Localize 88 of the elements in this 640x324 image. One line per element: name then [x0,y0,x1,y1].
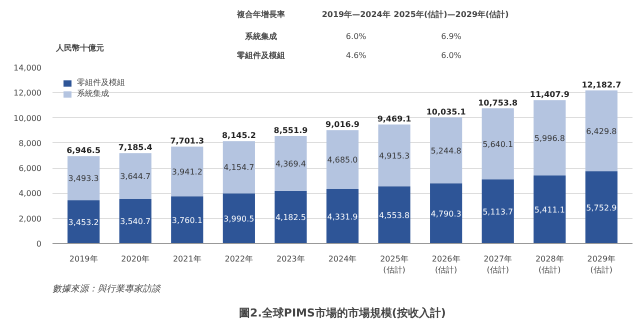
total-label: 6,946.5 [66,146,101,156]
bar [68,200,100,244]
text: 2025年(估計)—2029年(估計) [394,10,509,19]
text: 數據來源：與行業專家訪談 [52,284,162,294]
bar [534,175,566,244]
bar [430,183,462,244]
text: 複合年增長率 [236,9,285,19]
total-label: 10,753.8 [478,98,518,108]
total-label: 8,145.2 [222,131,256,140]
x-tick-label: 2025年 (估計) [380,254,408,274]
text: 6.0% [346,32,367,41]
bar [326,130,359,190]
data-label: 4,182.5 [275,213,306,222]
bar [482,179,514,244]
x-tick-label: 2023年 [276,254,305,264]
bar [378,124,410,186]
x-tick-label: 2024年 [328,254,357,264]
y-tick-label: 8,000 [18,138,42,148]
total-label: 9,016.9 [326,120,360,130]
data-label: 5,640.1 [482,140,514,149]
x-tick-label: 2026年 (估計) [432,254,460,274]
bar [68,156,100,200]
bar [222,193,255,244]
data-label: 4,915.3 [379,151,410,160]
text: 零組件及模組 [236,51,285,60]
data-label: 4,553.8 [379,210,410,220]
x-tick-label: 2027年 (估計) [484,254,512,274]
total-label: 9,469.1 [377,114,412,124]
data-label: 5,996.8 [534,134,565,143]
y-tick-label: 2,000 [18,214,42,224]
data-label: 3,760.1 [172,216,202,225]
bar [482,108,514,180]
bar [274,136,307,191]
bar [585,171,618,244]
y-tick-label: 6,000 [18,164,42,174]
x-tick-label: 2020年 [121,254,150,264]
text: 4.6% [346,51,367,60]
bar [119,198,152,244]
legend-label: 系統集成 [77,88,109,99]
text: 圖2.全球PIMS市場的市場規模(按收入計) [239,306,446,320]
bar [534,100,566,176]
x-tick-label: 2019年 [69,254,98,264]
text: 系統集成 [244,32,277,41]
data-label: 3,493.3 [68,174,99,184]
total-label: 8,551.9 [274,126,308,135]
data-label: 4,790.3 [430,209,462,218]
y-tick-label: 4,000 [18,189,42,198]
bar [585,90,618,172]
data-label: 5,752.9 [586,203,617,212]
data-label: 3,540.7 [120,217,151,226]
x-tick-label: 2029年 (估計) [587,254,616,274]
text: 6.0% [441,51,462,60]
bar [171,146,204,196]
data-label: 6,429.8 [586,126,617,136]
y-tick-label: 10,000 [14,114,42,123]
data-label: 3,644.7 [120,172,151,182]
y-tick-label: 0 [36,240,42,248]
total-label: 12,182.7 [582,80,622,90]
x-tick-label: 2021年 [172,254,202,264]
data-label: 5,113.7 [482,207,514,216]
bar [378,186,410,244]
data-label: 5,411.1 [534,205,565,214]
data-label: 4,369.4 [275,159,306,168]
total-label: 7,185.4 [118,143,153,152]
total-label: 7,701.3 [170,136,204,146]
text: 6.9% [441,32,462,41]
bar [119,153,152,199]
y-axis-title: 人民幣十億元 [55,44,104,52]
data-label: 4,685.0 [327,156,358,165]
bar [274,190,307,244]
y-tick-label: 14,000 [14,64,42,72]
x-tick-label: 2022年 [224,254,254,264]
data-label: 3,453.2 [68,218,99,227]
data-label: 3,941.2 [172,167,202,176]
text: 2019年—2024年 [322,10,390,19]
bar [430,117,462,184]
data-label: 5,244.8 [430,146,462,156]
x-tick-label: 2028年 (估計) [535,254,564,274]
total-label: 10,035.1 [426,107,466,116]
data-label: 4,154.7 [224,163,254,172]
bar [326,189,359,244]
legend-label: 零組件及模組 [77,77,125,88]
bar [171,196,204,244]
y-tick-label: 12,000 [14,88,42,98]
bar [222,141,255,194]
total-label: 11,407.9 [530,90,570,100]
data-label: 4,331.9 [327,212,358,222]
data-label: 3,990.5 [224,214,254,224]
